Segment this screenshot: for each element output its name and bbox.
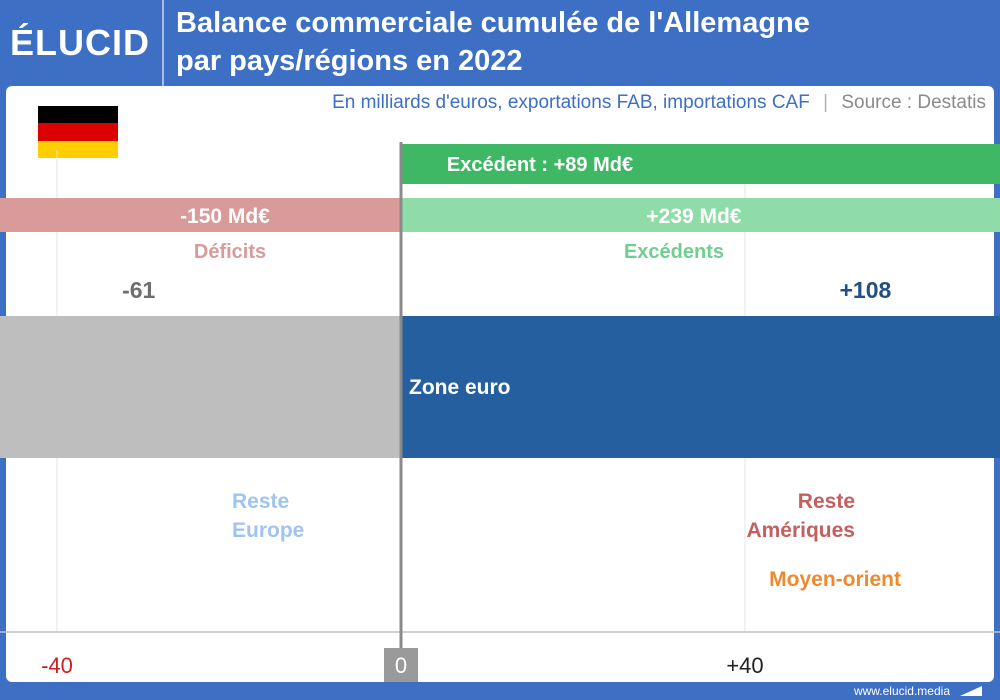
subtitle-separator: | [823,92,829,113]
category-label: Reste [232,490,289,513]
category-label: Reste [798,490,855,513]
subtitle-source: Source : Destatis [841,92,986,113]
category-label: Zone euro [409,376,511,399]
x-tick-label: 0 [395,653,407,678]
bar-segment [401,316,1000,458]
data-label: -61 [122,277,155,303]
chart-subtitle: En milliards d'euros, exportations FAB, … [332,92,986,114]
category-label: Amériques [746,519,855,542]
bar-segment [0,316,401,458]
header-bar: ÉLUCID Balance commerciale cumulée de l'… [0,0,1000,86]
surplus-total-label: +239 Md€ [646,205,741,228]
deficit-caption: Déficits [194,241,266,263]
flag-stripe-black [38,106,118,124]
flag-stripe-gold [38,140,118,158]
page-title: Balance commerciale cumulée de l'Allemag… [176,4,986,80]
title-line-1: Balance commerciale cumulée de l'Allemag… [176,7,810,39]
balance-arrow [401,144,1000,184]
footer-logo-icon [960,686,982,696]
germany-flag-icon [38,106,118,158]
flag-stripe-red [38,123,118,141]
data-label: +108 [839,277,891,303]
header-divider [162,0,164,86]
x-tick-label: +40 [726,653,763,678]
elucid-logo: ÉLUCID [10,22,150,63]
surplus-caption: Excédents [624,241,724,263]
subtitle-units: En milliards d'euros, exportations FAB, … [332,92,810,113]
x-tick-label: -40 [41,653,73,678]
category-label: Moyen-orient [769,568,901,591]
footer-url: www.elucid.media [853,684,950,698]
deficit-total-label: -150 Md€ [180,205,270,228]
deficit-total-arrow [0,198,401,232]
surplus-total-arrow [401,198,1000,232]
category-label: Europe [232,519,304,542]
zero-tick-box [384,648,418,682]
balance-label: Excédent : +89 Md€ [447,154,633,176]
title-line-2: par pays/régions en 2022 [176,45,523,77]
